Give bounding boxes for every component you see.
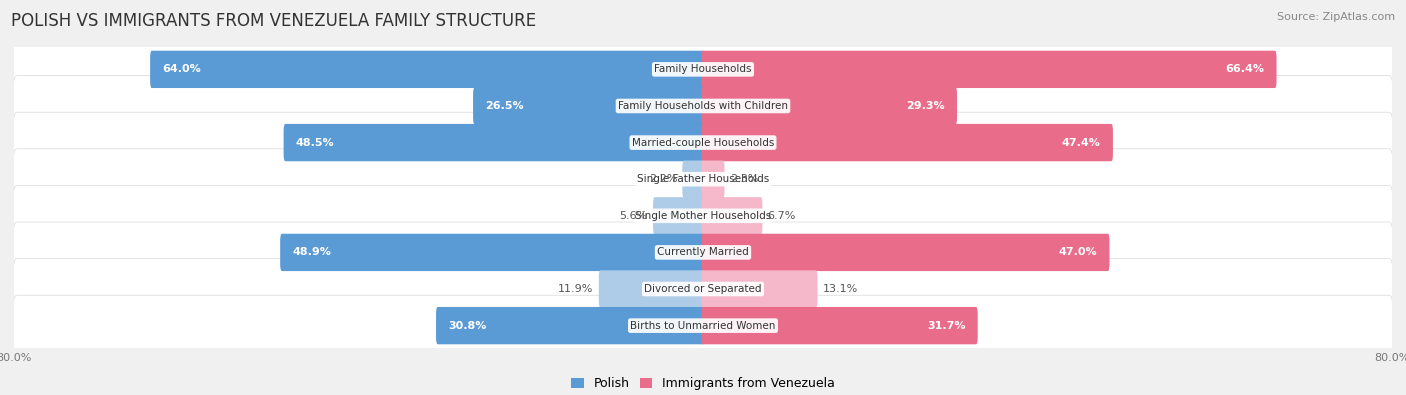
FancyBboxPatch shape (13, 222, 1393, 283)
FancyBboxPatch shape (652, 197, 704, 235)
FancyBboxPatch shape (702, 124, 1114, 161)
Text: 64.0%: 64.0% (162, 64, 201, 74)
FancyBboxPatch shape (13, 185, 1393, 246)
FancyBboxPatch shape (702, 234, 1109, 271)
FancyBboxPatch shape (702, 197, 762, 235)
Text: Married-couple Households: Married-couple Households (631, 137, 775, 148)
FancyBboxPatch shape (702, 270, 817, 308)
Text: Currently Married: Currently Married (657, 247, 749, 258)
Text: 11.9%: 11.9% (558, 284, 593, 294)
Text: 48.9%: 48.9% (292, 247, 330, 258)
FancyBboxPatch shape (150, 51, 704, 88)
Text: 26.5%: 26.5% (485, 101, 524, 111)
FancyBboxPatch shape (702, 307, 977, 344)
Text: Source: ZipAtlas.com: Source: ZipAtlas.com (1277, 12, 1395, 22)
FancyBboxPatch shape (13, 149, 1393, 210)
FancyBboxPatch shape (13, 39, 1393, 100)
Text: 5.6%: 5.6% (620, 211, 648, 221)
Text: 2.2%: 2.2% (648, 174, 678, 184)
Legend: Polish, Immigrants from Venezuela: Polish, Immigrants from Venezuela (567, 372, 839, 395)
Text: 66.4%: 66.4% (1226, 64, 1264, 74)
Text: 29.3%: 29.3% (907, 101, 945, 111)
FancyBboxPatch shape (280, 234, 704, 271)
Text: Single Mother Households: Single Mother Households (636, 211, 770, 221)
Text: Family Households with Children: Family Households with Children (619, 101, 787, 111)
Text: Family Households: Family Households (654, 64, 752, 74)
Text: Divorced or Separated: Divorced or Separated (644, 284, 762, 294)
FancyBboxPatch shape (13, 295, 1393, 356)
FancyBboxPatch shape (702, 160, 724, 198)
FancyBboxPatch shape (702, 87, 957, 125)
Text: 30.8%: 30.8% (449, 321, 486, 331)
Text: 47.0%: 47.0% (1059, 247, 1098, 258)
FancyBboxPatch shape (13, 75, 1393, 136)
Text: POLISH VS IMMIGRANTS FROM VENEZUELA FAMILY STRUCTURE: POLISH VS IMMIGRANTS FROM VENEZUELA FAMI… (11, 12, 536, 30)
FancyBboxPatch shape (599, 270, 704, 308)
Text: 2.3%: 2.3% (730, 174, 758, 184)
FancyBboxPatch shape (702, 51, 1277, 88)
Text: Single Father Households: Single Father Households (637, 174, 769, 184)
Text: 48.5%: 48.5% (295, 137, 335, 148)
Text: 13.1%: 13.1% (823, 284, 858, 294)
FancyBboxPatch shape (682, 160, 704, 198)
Text: 6.7%: 6.7% (768, 211, 796, 221)
Text: 31.7%: 31.7% (927, 321, 966, 331)
FancyBboxPatch shape (13, 259, 1393, 320)
FancyBboxPatch shape (284, 124, 704, 161)
FancyBboxPatch shape (13, 112, 1393, 173)
FancyBboxPatch shape (436, 307, 704, 344)
FancyBboxPatch shape (472, 87, 704, 125)
Text: 47.4%: 47.4% (1062, 137, 1101, 148)
Text: Births to Unmarried Women: Births to Unmarried Women (630, 321, 776, 331)
